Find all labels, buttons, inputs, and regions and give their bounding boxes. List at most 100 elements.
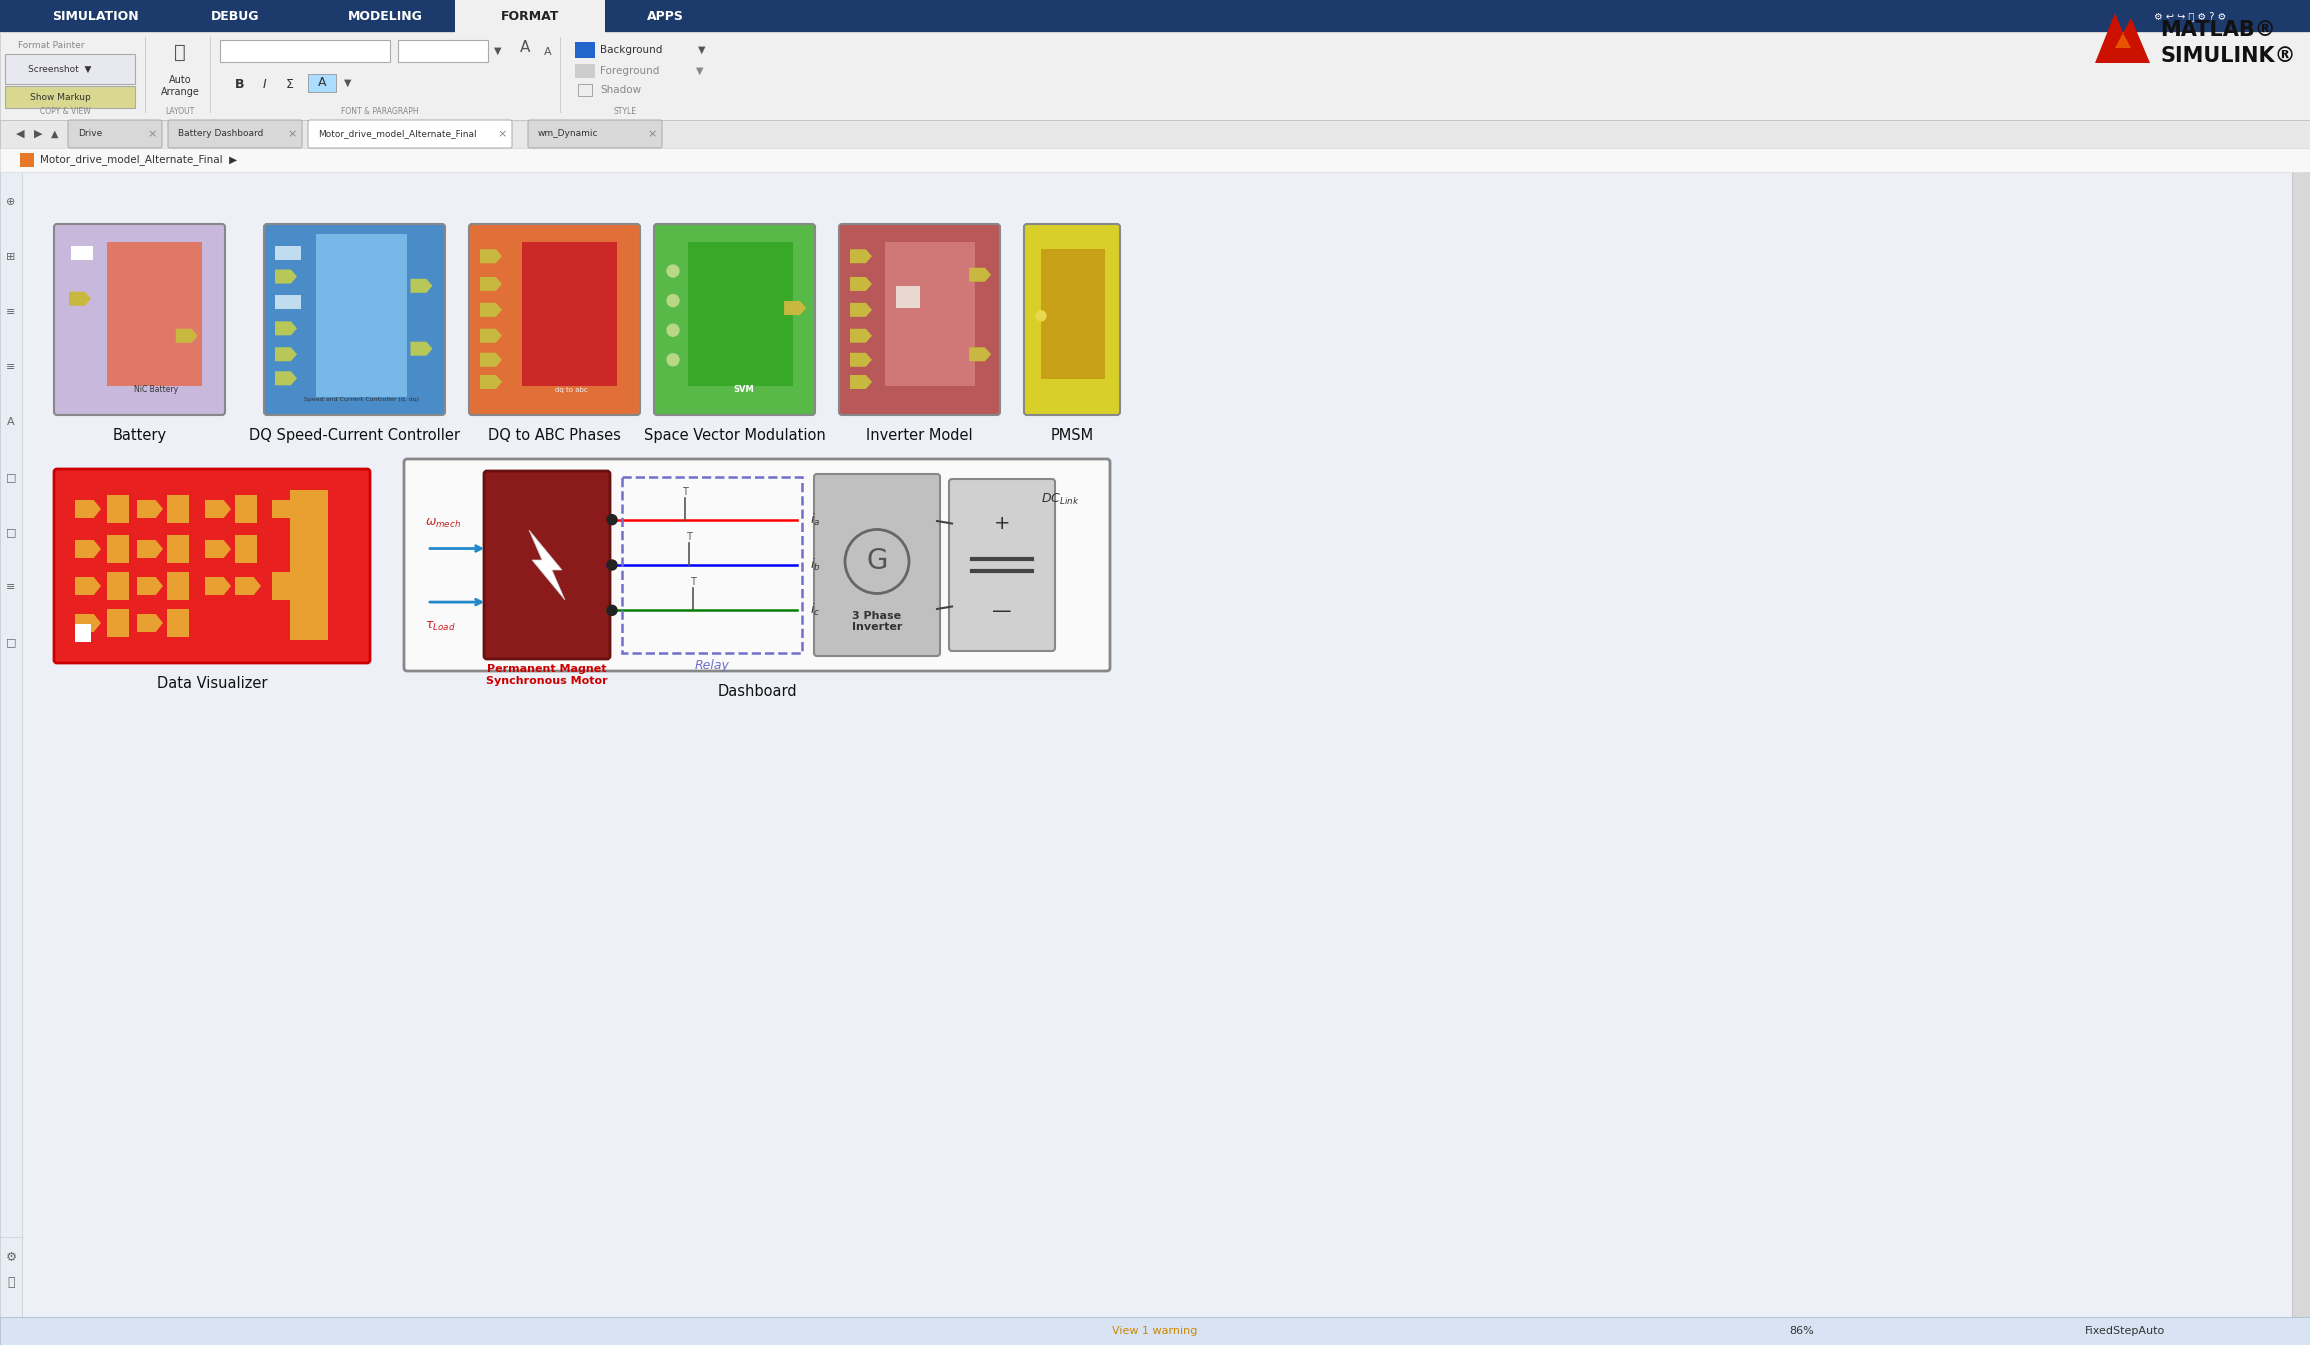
Bar xyxy=(397,40,487,62)
Text: ×: × xyxy=(148,129,157,139)
Circle shape xyxy=(668,354,679,366)
Text: wm_Dynamic: wm_Dynamic xyxy=(538,129,598,139)
Polygon shape xyxy=(850,328,871,343)
Bar xyxy=(0,1317,2310,1345)
Text: ▲: ▲ xyxy=(51,129,58,139)
FancyBboxPatch shape xyxy=(307,120,513,148)
Text: $i_b$: $i_b$ xyxy=(811,557,820,573)
Text: FixedStepAuto: FixedStepAuto xyxy=(2086,1326,2164,1336)
Text: +: + xyxy=(993,514,1009,533)
Bar xyxy=(455,0,605,34)
Text: ≡: ≡ xyxy=(7,362,16,373)
Text: ⬛: ⬛ xyxy=(173,43,185,62)
Polygon shape xyxy=(480,249,501,264)
Polygon shape xyxy=(2116,34,2132,48)
Bar xyxy=(0,148,2310,172)
Bar xyxy=(316,234,407,397)
Bar xyxy=(166,572,189,600)
Text: —: — xyxy=(993,603,1012,621)
Text: 86%: 86% xyxy=(1790,1326,1813,1336)
Bar xyxy=(74,624,90,642)
Polygon shape xyxy=(480,328,501,343)
Polygon shape xyxy=(480,352,501,367)
Polygon shape xyxy=(136,615,164,632)
Text: MATLAB®: MATLAB® xyxy=(2160,20,2275,40)
Bar xyxy=(106,609,129,638)
FancyBboxPatch shape xyxy=(1023,225,1120,416)
Polygon shape xyxy=(236,577,261,594)
Text: $DC_{Link}$: $DC_{Link}$ xyxy=(1042,492,1079,507)
Bar xyxy=(885,242,975,386)
Circle shape xyxy=(668,324,679,336)
FancyBboxPatch shape xyxy=(654,225,815,416)
Text: Relay: Relay xyxy=(695,659,730,672)
Text: Screenshot  ▼: Screenshot ▼ xyxy=(28,65,92,74)
Polygon shape xyxy=(273,500,298,518)
Text: Inverter Model: Inverter Model xyxy=(866,428,973,443)
Text: LAYOUT: LAYOUT xyxy=(166,108,194,117)
Text: Battery: Battery xyxy=(113,428,166,443)
Bar xyxy=(305,495,328,523)
Bar xyxy=(166,609,189,638)
Polygon shape xyxy=(136,577,164,594)
Bar xyxy=(166,495,189,523)
Bar xyxy=(2292,172,2310,1317)
Text: ▼: ▼ xyxy=(698,44,707,55)
Bar xyxy=(106,242,203,386)
Bar xyxy=(578,83,591,95)
Bar xyxy=(522,242,617,386)
Polygon shape xyxy=(74,615,102,632)
Text: Auto: Auto xyxy=(169,75,192,85)
Text: I: I xyxy=(263,78,268,90)
FancyBboxPatch shape xyxy=(485,471,610,659)
Bar xyxy=(106,535,129,564)
Text: COPY & VIEW: COPY & VIEW xyxy=(39,108,90,117)
Polygon shape xyxy=(529,530,566,600)
Polygon shape xyxy=(136,539,164,558)
Bar xyxy=(236,495,256,523)
Bar xyxy=(166,535,189,564)
Bar xyxy=(621,477,802,654)
Text: ×: × xyxy=(286,129,296,139)
Polygon shape xyxy=(850,352,871,367)
Text: $\tau_{Load}$: $\tau_{Load}$ xyxy=(425,620,455,633)
Bar xyxy=(1040,249,1104,379)
Text: Space Vector Modulation: Space Vector Modulation xyxy=(644,428,825,443)
Text: View 1 warning: View 1 warning xyxy=(1113,1326,1197,1336)
Text: B: B xyxy=(236,78,245,90)
Bar xyxy=(0,172,23,1317)
Text: A: A xyxy=(520,40,531,55)
Text: ⚙: ⚙ xyxy=(5,1251,16,1263)
Bar xyxy=(273,572,293,600)
Polygon shape xyxy=(783,301,806,315)
Text: Arrange: Arrange xyxy=(162,87,199,97)
Bar xyxy=(275,296,300,309)
Bar xyxy=(236,535,256,564)
Polygon shape xyxy=(206,577,231,594)
Bar xyxy=(0,1237,23,1317)
Text: DQ Speed-Current Controller: DQ Speed-Current Controller xyxy=(249,428,460,443)
Text: ⬜: ⬜ xyxy=(7,1275,14,1289)
Polygon shape xyxy=(275,321,298,335)
Text: MODELING: MODELING xyxy=(346,9,423,23)
Polygon shape xyxy=(411,342,432,355)
Circle shape xyxy=(668,265,679,277)
Text: ⊕: ⊕ xyxy=(7,196,16,207)
Polygon shape xyxy=(850,249,871,264)
Text: □: □ xyxy=(5,472,16,482)
Text: A: A xyxy=(319,77,326,90)
Text: Show Markup: Show Markup xyxy=(30,93,90,101)
Polygon shape xyxy=(480,303,501,317)
Bar xyxy=(275,246,300,260)
Text: T: T xyxy=(691,577,695,588)
FancyBboxPatch shape xyxy=(949,479,1056,651)
Text: Σ: Σ xyxy=(286,78,293,90)
FancyBboxPatch shape xyxy=(169,120,303,148)
Text: ≡: ≡ xyxy=(7,307,16,317)
Text: □: □ xyxy=(5,638,16,647)
Bar xyxy=(575,42,596,58)
FancyBboxPatch shape xyxy=(67,120,162,148)
Text: ⊞: ⊞ xyxy=(7,252,16,262)
Text: Speed and Current Controller (d, dq): Speed and Current Controller (d, dq) xyxy=(305,397,418,402)
Text: Data Visualizer: Data Visualizer xyxy=(157,677,268,691)
